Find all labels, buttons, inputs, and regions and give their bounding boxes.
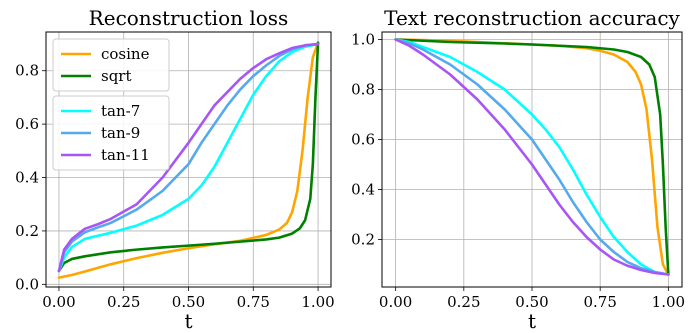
series-line-tan-9 bbox=[394, 38, 670, 276]
series-line-tan-9 bbox=[57, 42, 320, 273]
x-axis-label: t bbox=[184, 309, 192, 333]
chart-title: Text reconstruction accuracy bbox=[384, 6, 680, 30]
x-tick-label: 0.00 bbox=[42, 293, 75, 311]
x-tick-label: 0.25 bbox=[107, 293, 140, 311]
series-line-tan-7 bbox=[57, 42, 320, 273]
legend-label-tan-7: tan-7 bbox=[101, 102, 140, 120]
legend-box bbox=[52, 38, 170, 92]
y-tick-label: 0.8 bbox=[15, 62, 39, 80]
y-tick-label: 0.2 bbox=[15, 222, 39, 240]
legend-2: tan-7 tan-9 tan-11 bbox=[52, 95, 170, 171]
x-tick-label: 0.25 bbox=[447, 293, 480, 311]
legend-box bbox=[52, 95, 170, 171]
y-tick-label: 0.6 bbox=[15, 115, 39, 133]
y-tick-label: 0.4 bbox=[15, 169, 39, 187]
y-tick-label: 0.4 bbox=[351, 181, 375, 199]
legend-label-sqrt: sqrt bbox=[101, 67, 132, 85]
legend-label-cosine: cosine bbox=[101, 45, 150, 63]
series-line-tan-11 bbox=[57, 42, 320, 273]
x-tick-label: 0.75 bbox=[237, 293, 270, 311]
x-tick-label: 0.50 bbox=[172, 293, 205, 311]
x-tick-label: 0.50 bbox=[515, 293, 548, 311]
x-axis-label: t bbox=[528, 309, 536, 333]
chart-title: Reconstruction loss bbox=[89, 6, 289, 30]
y-tick-label: 0.0 bbox=[15, 275, 39, 293]
series-line-tan-7 bbox=[394, 38, 670, 276]
x-tick-label: 1.00 bbox=[652, 293, 685, 311]
chart-panel-1: Reconstruction loss 0.00 0.25 0.50 0.75 1.00 0… bbox=[15, 6, 335, 333]
y-tick-label: 0.2 bbox=[351, 231, 375, 249]
y-tick-label: 1.0 bbox=[351, 31, 375, 49]
x-tick-label: 0.00 bbox=[379, 293, 412, 311]
series-line-tan-11 bbox=[394, 38, 670, 276]
legend-label-tan-9: tan-9 bbox=[101, 124, 140, 142]
x-tick-label: 1.00 bbox=[301, 293, 334, 311]
series-line-sqrt bbox=[57, 41, 320, 273]
legend-label-tan-11: tan-11 bbox=[101, 146, 150, 164]
y-tick-label: 0.8 bbox=[351, 81, 375, 99]
series-line-cosine bbox=[57, 41, 320, 279]
legend-1: cosine sqrt bbox=[52, 38, 170, 92]
series-line-sqrt bbox=[394, 38, 670, 276]
y-tick-label: 0.6 bbox=[351, 131, 375, 149]
x-tick-label: 0.75 bbox=[583, 293, 616, 311]
chart-panel-2: Text reconstruction accuracy 0.00 0.25 0.50… bbox=[351, 6, 685, 333]
